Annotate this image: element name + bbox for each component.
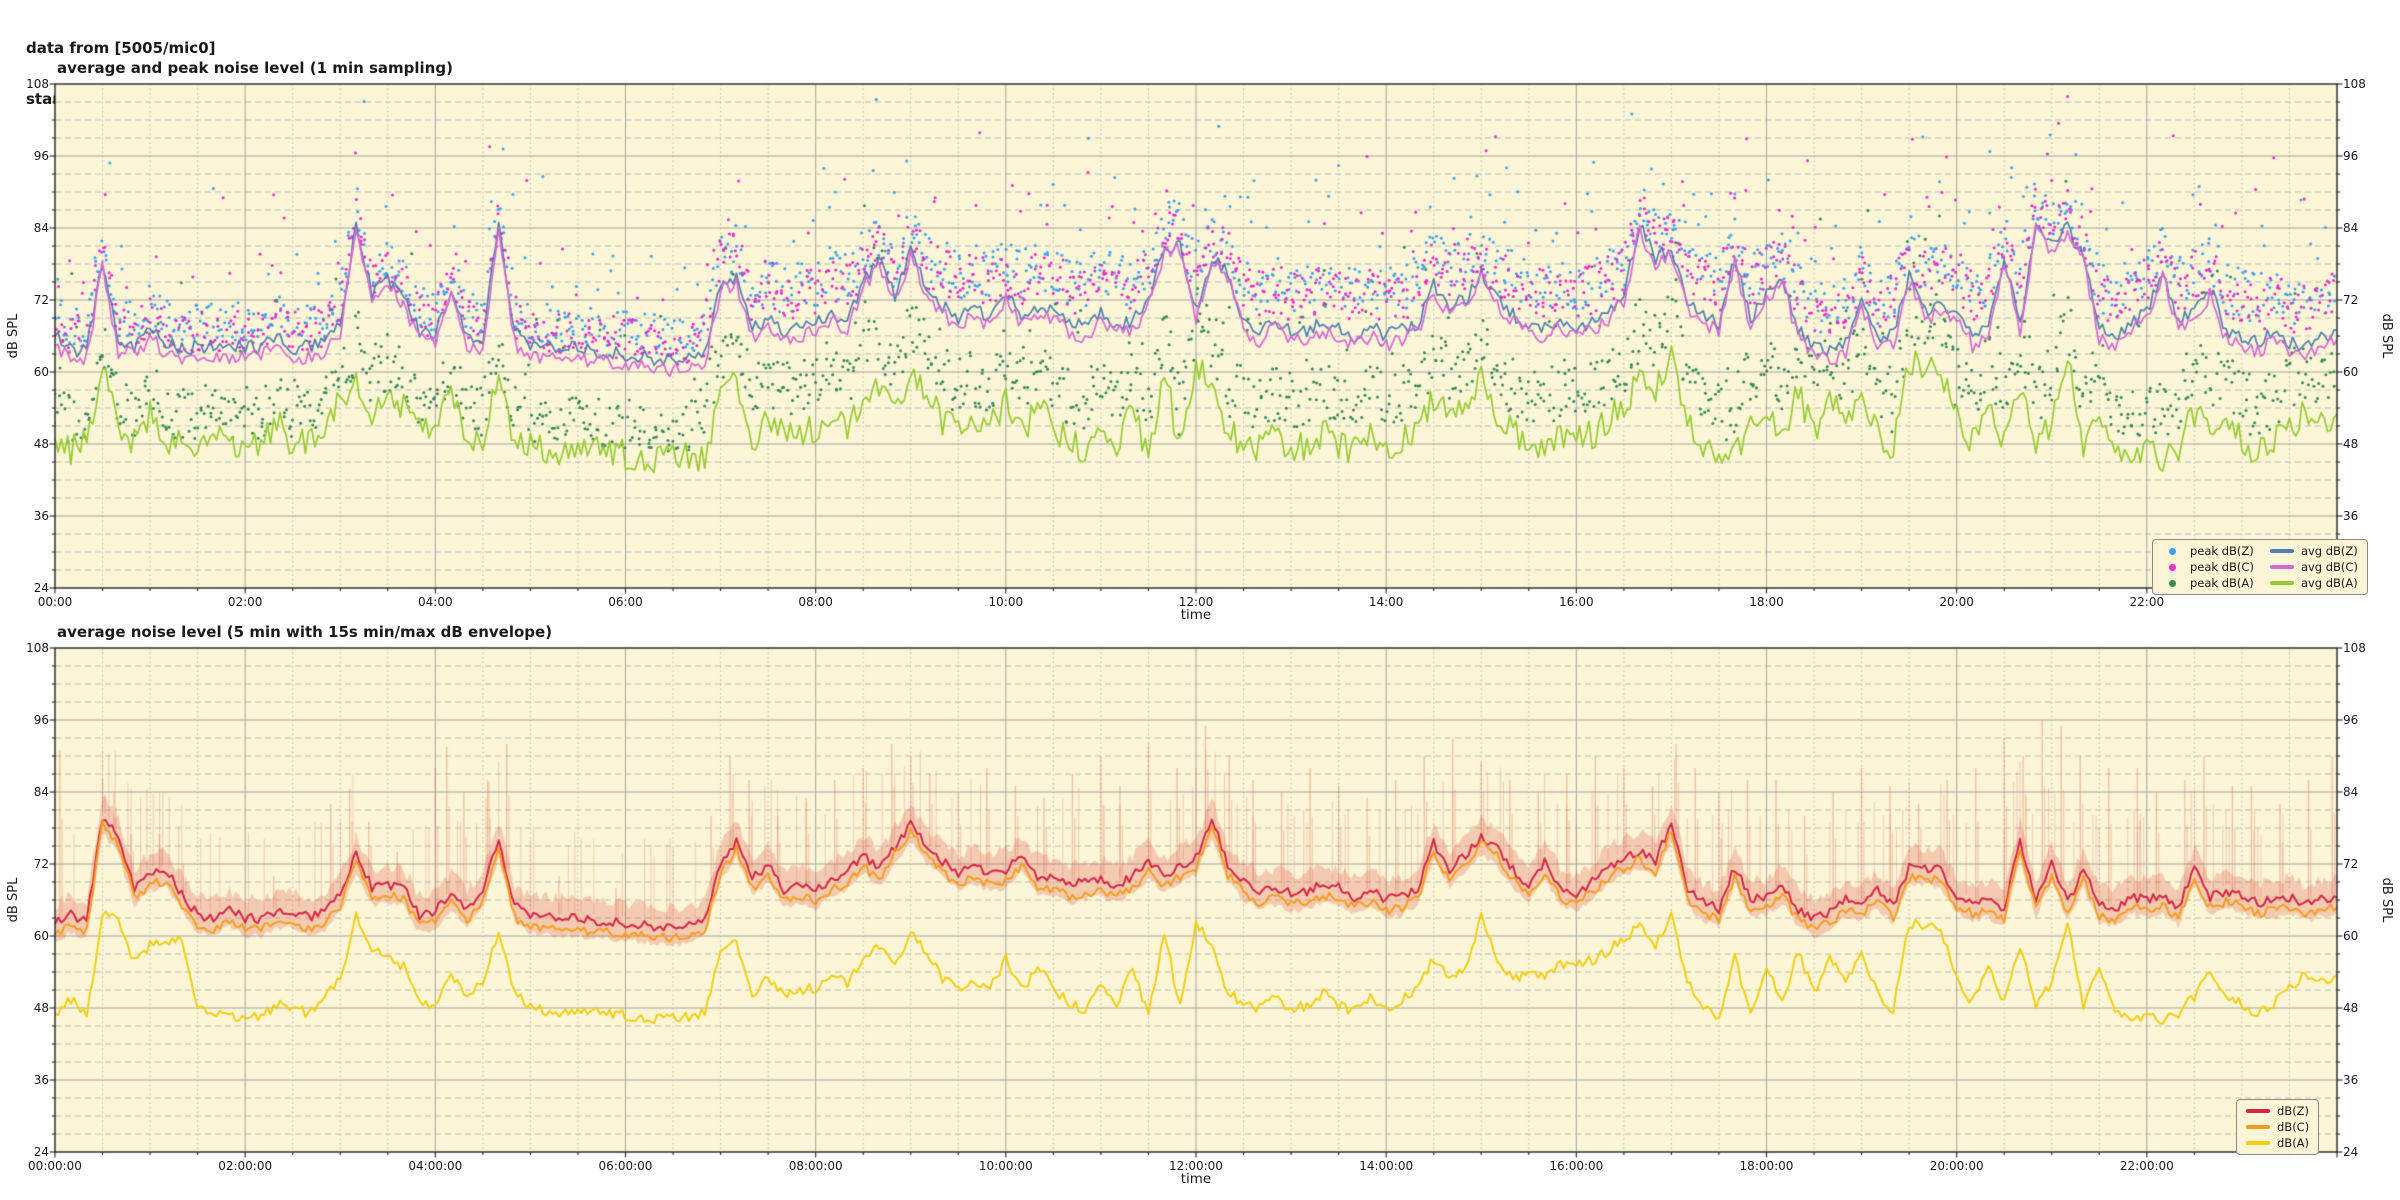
x-tick-label: 16:00 (1559, 595, 1594, 609)
y-tick-label: 72 (2343, 857, 2359, 871)
x-tick-label: 02:00:00 (218, 1159, 273, 1173)
y-tick-label: 72 (33, 857, 49, 871)
legend-line-swatch (2269, 581, 2294, 585)
x-tick-label: 14:00 (1368, 595, 1404, 609)
y-tick-label: 108 (2343, 641, 2366, 655)
x-tick-label: 16:00:00 (1549, 1159, 1604, 1173)
y-tick-label: 60 (2343, 365, 2359, 379)
y-tick-label: 48 (33, 437, 49, 451)
legend-label: avg dB(C) (2300, 560, 2358, 574)
legend-dot-swatch (2169, 547, 2176, 555)
legend-entry: peak dB(Z) (2162, 544, 2254, 558)
y-tick-label: 48 (2343, 437, 2359, 451)
legend-line-swatch (2246, 1125, 2270, 1129)
x-tick-label: 10:00:00 (978, 1159, 1033, 1173)
chart-avg-peak-legend: peak dB(Z) peak dB(C) peak dB(A) avg dB(Z) a… (2152, 539, 2368, 595)
chart-avg-peak-title: average and peak noise level (1 min samp… (57, 59, 453, 77)
y-tick-label: 72 (2343, 293, 2359, 307)
y-tick-label: 84 (33, 221, 49, 235)
y-tick-label: 84 (2343, 785, 2359, 799)
legend-label: peak dB(A) (2190, 576, 2254, 590)
legend-label: dB(A) (2277, 1136, 2310, 1150)
legend-line-swatch (2246, 1141, 2270, 1145)
legend-label: avg dB(Z) (2300, 544, 2358, 558)
y-tick-label: 48 (33, 1001, 49, 1015)
legend-entry: dB(Z) (2246, 1104, 2309, 1118)
y-tick-label: 72 (33, 293, 49, 307)
y-tick-label: 108 (2343, 77, 2366, 91)
y-tick-label: 36 (2343, 1073, 2359, 1087)
legend-entry: peak dB(A) (2162, 576, 2254, 590)
x-tick-label: 18:00:00 (1739, 1159, 1794, 1173)
y-tick-label: 60 (2343, 929, 2359, 943)
x-tick-label: 00:00:00 (28, 1159, 82, 1173)
legend-label: peak dB(Z) (2190, 544, 2254, 558)
y-tick-label: 96 (33, 149, 49, 163)
chart-avg-peak-plot-area (0, 78, 2400, 600)
x-tick-label: 02:00 (227, 595, 263, 609)
y-tick-label: 48 (2343, 1001, 2359, 1015)
x-tick-label: 08:00 (798, 595, 833, 609)
legend-entry: dB(A) (2246, 1136, 2309, 1150)
legend-label: dB(C) (2277, 1120, 2310, 1134)
y-tick-label: 96 (2343, 713, 2359, 727)
x-tick-label: 22:00 (2129, 595, 2165, 609)
legend-dot-swatch (2169, 563, 2176, 571)
y-tick-label: 96 (33, 713, 49, 727)
x-tick-label: 04:00 (418, 595, 453, 609)
x-tick-label: 10:00 (988, 595, 1024, 609)
chart-avg-peak-xlabel: time (1180, 607, 1212, 623)
x-tick-label: 04:00:00 (408, 1159, 463, 1173)
y-tick-label: 24 (33, 1145, 49, 1159)
x-tick-label: 08:00:00 (788, 1159, 843, 1173)
legend-dot-swatch (2169, 579, 2176, 587)
legend-entry: avg dB(A) (2269, 576, 2358, 590)
legend-entry: avg dB(Z) (2269, 544, 2358, 558)
x-tick-label: 00:00 (37, 595, 73, 609)
x-tick-label: 12:00 (1178, 595, 1214, 609)
legend-label: avg dB(A) (2300, 576, 2358, 590)
chart-avg-5min-legend: dB(Z) dB(C) dB(A) (2236, 1099, 2320, 1155)
legend-entry: peak dB(C) (2162, 560, 2254, 574)
x-tick-label: 18:00 (1749, 595, 1784, 609)
chart-avg-5min-plot-area (0, 642, 2400, 1164)
y-tick-label: 84 (2343, 221, 2359, 235)
x-tick-label: 22:00:00 (2119, 1159, 2174, 1173)
y-tick-label: 60 (33, 365, 49, 379)
legend-line-swatch (2269, 565, 2294, 569)
x-tick-label: 14:00:00 (1359, 1159, 1414, 1173)
y-tick-label: 60 (33, 929, 49, 943)
legend-line-swatch (2269, 549, 2294, 553)
x-tick-label: 06:00:00 (598, 1159, 653, 1173)
legend-line-swatch (2246, 1109, 2270, 1113)
chart-avg-5min-title: average noise level (5 min with 15s min/… (57, 623, 553, 641)
y-tick-label: 108 (26, 77, 49, 91)
legend-entry: avg dB(C) (2269, 560, 2358, 574)
legend-label: dB(Z) (2277, 1104, 2310, 1118)
x-tick-label: 12:00:00 (1169, 1159, 1223, 1173)
y-tick-label: 36 (2343, 509, 2359, 523)
x-tick-label: 20:00:00 (1929, 1159, 1984, 1173)
header-line-1: data from [5005/mic0] (26, 39, 216, 57)
y-tick-label: 96 (2343, 149, 2359, 163)
y-tick-label: 108 (26, 641, 49, 655)
legend-label: peak dB(C) (2190, 560, 2254, 574)
x-tick-label: 20:00 (1939, 595, 1974, 609)
y-tick-label: 36 (33, 1073, 49, 1087)
y-tick-label: 24 (33, 581, 49, 595)
legend-entry: dB(C) (2246, 1120, 2309, 1134)
y-tick-label: 84 (33, 785, 49, 799)
y-tick-label: 36 (33, 509, 49, 523)
x-tick-label: 06:00 (608, 595, 643, 609)
chart-avg-5min-xlabel: time (1180, 1171, 1212, 1187)
y-tick-label: 24 (2343, 1145, 2359, 1159)
